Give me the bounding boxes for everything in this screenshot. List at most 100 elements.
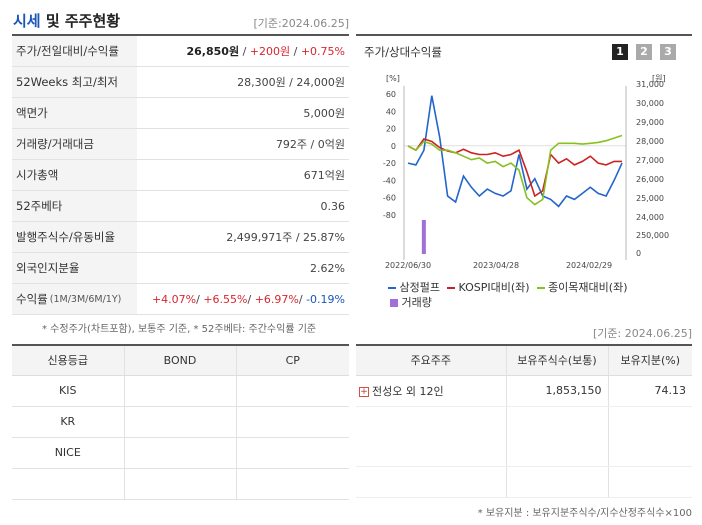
right-tick-label: 29,000 (636, 118, 664, 127)
holders-header: 주요주주 (356, 345, 506, 376)
info-label: 시가총액 (12, 160, 137, 190)
chart-page-2-button[interactable]: 2 (636, 44, 652, 60)
right-tick-label: 27,000 (636, 156, 664, 165)
info-row-price: 주가/전일대비/수익률 26,850원 / +200원 / +0.75% (12, 36, 349, 67)
left-tick-label: -60 (383, 194, 396, 203)
cp-cell (235, 375, 349, 407)
x-tick-label: 2024/02/29 (566, 261, 612, 270)
info-row: 거래량/거래대금 792주 / 0억원 (12, 129, 349, 160)
legend-item: 삼정펄프 (399, 281, 440, 294)
returns-periods: (1M/3M/6M/1Y) (49, 293, 122, 305)
current-price: 26,850원 (186, 45, 240, 58)
credit-agency: NICE (12, 437, 124, 469)
table-row: NICE (12, 437, 349, 469)
empty-cell (123, 468, 236, 500)
holders-header: 보유지분(%) (607, 345, 692, 376)
right-tick-label: 25,000 (636, 194, 664, 203)
series-line (407, 137, 622, 198)
empty-cell (607, 406, 692, 467)
empty-cell (607, 466, 692, 498)
left-tick-label: 20 (386, 125, 396, 134)
right-tick-label: 26,000 (636, 175, 664, 184)
left-tick-label: 0 (391, 142, 396, 151)
credit-header: BOND (123, 345, 236, 376)
left-axis-unit: [%] (386, 74, 400, 83)
left-tick-label: 40 (386, 107, 396, 116)
return-1m: +4.07% (151, 292, 197, 306)
holders-base-date: [기준: 2024.06.25] (592, 327, 692, 340)
table-row: + 전성오 외 12인 1,853,150 74.13 (356, 375, 692, 407)
info-row: 발행주식수/유동비율 2,499,971주 / 25.87% (12, 222, 349, 253)
info-label: 주가/전일대비/수익률 (12, 36, 137, 66)
volume-tick-label: 250,000 (636, 231, 669, 240)
x-tick-label: 2023/04/28 (473, 261, 519, 270)
info-value: 2,499,971주 / 25.87% (226, 231, 345, 244)
info-row-returns: 수익률 (1M/3M/6M/1Y) +4.07%/ +6.55%/ +6.97%/… (12, 284, 349, 315)
info-value: 671억원 (303, 169, 345, 182)
info-label: 거래량/거래대금 (12, 129, 137, 159)
info-label: 52주베타 (12, 191, 137, 221)
bond-cell (123, 375, 236, 407)
chart-page-1-button[interactable]: 1 (612, 44, 628, 60)
return-6m: +6.97% (254, 292, 299, 306)
left-tick-label: -80 (383, 211, 396, 220)
info-value: 5,000원 (303, 107, 345, 120)
empty-cell (505, 406, 608, 467)
info-label: 외국인지분율 (12, 253, 137, 283)
title-main: 시세 (13, 12, 41, 30)
empty-cell (356, 466, 506, 498)
info-row: 액면가 5,000원 (12, 98, 349, 129)
info-value: 26,850원 / +200원 / +0.75% (186, 45, 346, 58)
credit-agency: KR (12, 406, 124, 438)
holders-footnote: * 보유지분 : 보유지분주식수/지수산정주식수×100 (477, 508, 692, 519)
empty-cell (12, 468, 124, 500)
return-1y: -0.19% (306, 292, 345, 306)
title-rest: 및 주주현황 (40, 12, 121, 30)
bond-cell (123, 406, 236, 438)
expand-icon[interactable]: + (359, 386, 369, 397)
table-row: KR (12, 406, 349, 438)
ratio-cell: 74.13 (607, 375, 692, 407)
empty-cell (505, 466, 608, 498)
return-3m: +6.55% (203, 292, 248, 306)
series-line (407, 95, 623, 208)
left-tick-label: 60 (386, 90, 396, 99)
left-tick-label: -20 (383, 159, 396, 168)
empty-cell (356, 406, 506, 467)
credit-agency: KIS (12, 375, 124, 407)
info-label: 수익률 (1M/3M/6M/1Y) (12, 284, 137, 314)
chart-page-3-button[interactable]: 3 (660, 44, 676, 60)
footnote: * 수정주가(차트포함), 보통주 기준, * 52주베타: 주간수익률 기준 (42, 324, 317, 335)
shareholder-name: 전성오 외 12인 (372, 384, 444, 398)
info-value: +4.07%/ +6.55%/ +6.97%/ -0.19% (151, 292, 345, 306)
major-shareholders-table: 주요주주 보유주식수(보통) 보유지분(%) + 전성오 외 12인 1,853,… (356, 344, 692, 498)
page-title: 시세 및 주주현황 (13, 10, 120, 31)
holders-header: 보유주식수(보통) (505, 345, 608, 376)
info-label: 액면가 (12, 98, 137, 128)
table-row: KIS (12, 375, 349, 407)
info-row: 52주베타 0.36 (12, 191, 349, 222)
volume-bar (421, 220, 426, 254)
right-tick-label: 30,000 (636, 99, 664, 108)
legend-line-icon (446, 287, 455, 289)
credit-rating-table: 신용등급 BOND CP KIS KR NICE (12, 344, 349, 500)
chart-legend: 삼정펄프 KOSPI대비(좌) 종이목재대비(좌) (388, 279, 628, 295)
chart-panel: 주가/상대수익률 1 2 3 [%] [원] 60 40 20 0 -20 -40 -60 -… (356, 34, 692, 311)
legend-item: KOSPI대비(좌) (458, 281, 530, 294)
legend-bar-icon (390, 299, 398, 307)
table-row (356, 406, 692, 467)
shareholder-cell[interactable]: + 전성오 외 12인 (356, 375, 506, 407)
legend-line-icon (536, 287, 545, 289)
credit-header: 신용등급 (12, 345, 124, 376)
chart-title: 주가/상대수익률 (364, 45, 442, 59)
price-info-table: 주가/전일대비/수익률 26,850원 / +200원 / +0.75% 52W… (12, 34, 349, 315)
price-change-rate: +0.75% (300, 45, 345, 58)
credit-header: CP (235, 345, 349, 376)
price-chart: [%] [원] 60 40 20 0 -20 -40 -60 -80 31,000 30,000 2… (383, 74, 669, 270)
empty-cell (235, 468, 349, 500)
chart-legend-volume: 거래량 (390, 294, 432, 310)
info-value: 792주 / 0억원 (275, 138, 345, 151)
cp-cell (235, 437, 349, 469)
legend-item: 종이목재대비(좌) (548, 281, 628, 294)
right-axis-unit: [원] (652, 74, 666, 83)
